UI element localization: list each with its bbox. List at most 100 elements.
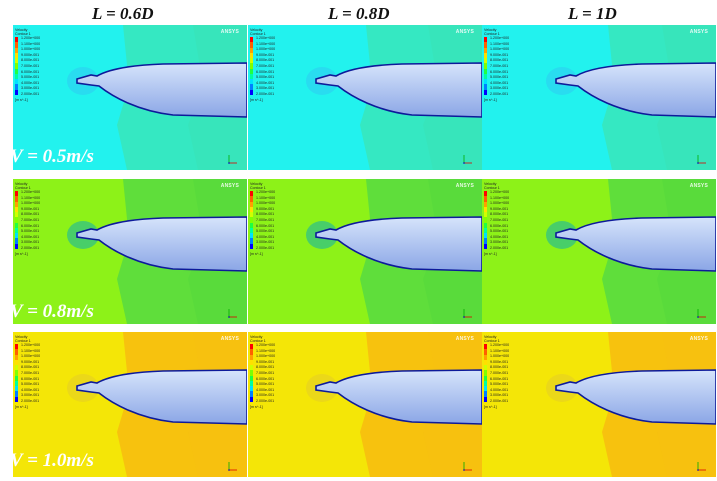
legend-tick-label: 1.200e+000 bbox=[21, 343, 41, 347]
legend-tick-label: 5.000e-001 bbox=[21, 382, 40, 387]
legend-tick-label: 2.000e-001 bbox=[490, 91, 509, 96]
legend-title: Velocity bbox=[484, 28, 497, 32]
legend-tick-label: 9.000e-001 bbox=[21, 359, 40, 364]
legend-unit: [m s^-1] bbox=[250, 252, 263, 256]
legend-title: Velocity bbox=[250, 335, 263, 339]
legend-tick-label: 6.000e-001 bbox=[256, 223, 275, 228]
legend-tick-label: 1.100e+000 bbox=[490, 41, 510, 46]
legend-tick-label: 5.000e-001 bbox=[490, 382, 509, 387]
row-label-v-1-0: V = 1.0m/s bbox=[10, 450, 94, 471]
legend-tick-label: 2.000e-001 bbox=[490, 398, 509, 403]
velocity-contour-field bbox=[482, 179, 716, 324]
color-legend: Velocity Contour 1 1.200e+000 1.100e+000 1.0… bbox=[15, 182, 77, 256]
legend-tick-label: 2.000e-001 bbox=[21, 398, 40, 403]
legend-color-bar bbox=[15, 37, 18, 95]
legend-tick-label: 1.100e+000 bbox=[490, 195, 510, 200]
legend-tick-label: 2.000e-001 bbox=[21, 91, 40, 96]
legend-tick-label: 1.200e+000 bbox=[490, 190, 510, 194]
axis-triad-icon bbox=[463, 309, 472, 318]
legend-subtitle: Contour 1 bbox=[250, 32, 266, 36]
hull-body bbox=[315, 62, 482, 118]
row-label-v-0-5: V = 0.5m/s bbox=[10, 146, 94, 167]
ansys-logo: ANSYS bbox=[455, 29, 474, 35]
legend-tick-label: 6.000e-001 bbox=[21, 69, 40, 74]
hull-body bbox=[315, 216, 482, 272]
legend-tick-label: 4.000e-001 bbox=[21, 387, 40, 392]
legend-tick-label: 1.200e+000 bbox=[256, 343, 276, 347]
legend-tick-label: 4.000e-001 bbox=[490, 234, 509, 239]
legend-subtitle: Contour 1 bbox=[15, 32, 31, 36]
legend-tick-label: 1.000e+000 bbox=[21, 354, 41, 359]
velocity-contour-field bbox=[13, 25, 247, 170]
legend-unit: [m s^-1] bbox=[484, 405, 497, 409]
legend-tick-label: 1.000e+000 bbox=[21, 47, 41, 52]
legend-tick-label: 9.000e-001 bbox=[256, 206, 275, 211]
legend-tick-label: 3.000e-001 bbox=[256, 393, 275, 398]
hull-body bbox=[555, 369, 716, 425]
contour-panel: Velocity Contour 1 1.200e+000 1.100e+000 1.0… bbox=[482, 25, 716, 170]
hull-body bbox=[555, 216, 716, 272]
ansys-logo: ANSYS bbox=[220, 183, 239, 189]
legend-tick-label: 8.000e-001 bbox=[21, 58, 40, 63]
velocity-contour-field bbox=[482, 25, 716, 170]
legend-tick-label: 1.200e+000 bbox=[490, 343, 510, 347]
column-label-l-0-8d: L = 0.8D bbox=[328, 4, 390, 23]
legend-tick-label: 7.000e-001 bbox=[490, 370, 509, 375]
legend-tick-label: 3.000e-001 bbox=[490, 86, 509, 91]
legend-tick-label: 7.000e-001 bbox=[256, 63, 275, 68]
legend-tick-label: 9.000e-001 bbox=[490, 206, 509, 211]
legend-tick-label: 1.100e+000 bbox=[21, 41, 41, 46]
legend-tick-label: 6.000e-001 bbox=[21, 223, 40, 228]
contour-panel: Velocity Contour 1 1.200e+000 1.100e+000 1.0… bbox=[13, 179, 247, 324]
legend-tick-label: 2.000e-001 bbox=[256, 91, 275, 96]
legend-color-bar bbox=[250, 344, 253, 402]
color-legend: Velocity Contour 1 1.200e+000 1.100e+000 1.0… bbox=[484, 182, 546, 256]
axis-triad-icon bbox=[463, 155, 472, 164]
color-legend: Velocity Contour 1 1.200e+000 1.100e+000 1.0… bbox=[15, 28, 77, 102]
legend-tick-label: 4.000e-001 bbox=[256, 387, 275, 392]
legend-tick-label: 5.000e-001 bbox=[490, 75, 509, 80]
legend-tick-label: 5.000e-001 bbox=[21, 229, 40, 234]
axis-triad-icon bbox=[228, 155, 237, 164]
legend-tick-label: 8.000e-001 bbox=[21, 212, 40, 217]
ansys-logo: ANSYS bbox=[220, 336, 239, 342]
legend-tick-label: 7.000e-001 bbox=[256, 370, 275, 375]
legend-title: Velocity bbox=[15, 28, 28, 32]
legend-tick-label: 5.000e-001 bbox=[256, 229, 275, 234]
legend-tick-label: 1.200e+000 bbox=[256, 190, 276, 194]
legend-tick-label: 9.000e-001 bbox=[490, 52, 509, 57]
legend-unit: [m s^-1] bbox=[15, 252, 28, 256]
legend-tick-label: 4.000e-001 bbox=[21, 80, 40, 85]
legend-tick-label: 7.000e-001 bbox=[21, 63, 40, 68]
row-label-v-0-8: V = 0.8m/s bbox=[10, 301, 94, 322]
velocity-contour-field bbox=[248, 179, 482, 324]
legend-tick-label: 6.000e-001 bbox=[490, 223, 509, 228]
legend-title: Velocity bbox=[484, 335, 497, 339]
legend-title: Velocity bbox=[250, 182, 263, 186]
legend-color-bar bbox=[484, 344, 487, 402]
legend-tick-label: 1.000e+000 bbox=[490, 201, 510, 206]
legend-tick-label: 3.000e-001 bbox=[490, 393, 509, 398]
legend-tick-label: 6.000e-001 bbox=[490, 69, 509, 74]
ansys-logo: ANSYS bbox=[689, 183, 708, 189]
legend-tick-label: 7.000e-001 bbox=[21, 370, 40, 375]
legend-tick-label: 1.000e+000 bbox=[256, 201, 276, 206]
legend-unit: [m s^-1] bbox=[15, 405, 28, 409]
legend-tick-label: 1.100e+000 bbox=[256, 41, 276, 46]
legend-color-bar bbox=[15, 344, 18, 402]
legend-subtitle: Contour 1 bbox=[484, 339, 500, 343]
legend-tick-label: 8.000e-001 bbox=[256, 58, 275, 63]
legend-tick-label: 3.000e-001 bbox=[21, 393, 40, 398]
legend-tick-label: 4.000e-001 bbox=[490, 80, 509, 85]
legend-tick-label: 8.000e-001 bbox=[490, 365, 509, 370]
legend-tick-label: 1.100e+000 bbox=[21, 195, 41, 200]
legend-tick-label: 1.100e+000 bbox=[256, 195, 276, 200]
legend-title: Velocity bbox=[484, 182, 497, 186]
legend-tick-label: 9.000e-001 bbox=[21, 52, 40, 57]
legend-tick-label: 7.000e-001 bbox=[256, 217, 275, 222]
ansys-logo: ANSYS bbox=[689, 336, 708, 342]
axis-triad-icon bbox=[697, 155, 706, 164]
color-legend: Velocity Contour 1 1.200e+000 1.100e+000 1.0… bbox=[15, 335, 77, 409]
hull-body bbox=[76, 369, 247, 425]
legend-tick-label: 9.000e-001 bbox=[256, 359, 275, 364]
